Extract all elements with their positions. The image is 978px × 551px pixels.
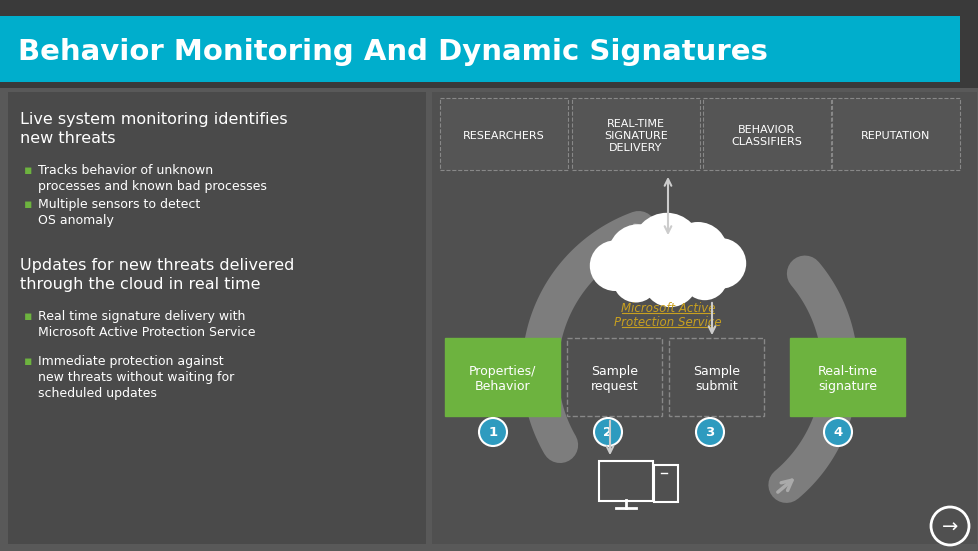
- Text: 1: 1: [488, 426, 497, 439]
- Text: 3: 3: [705, 426, 714, 439]
- Text: ▪: ▪: [24, 310, 32, 323]
- Circle shape: [589, 240, 640, 291]
- Text: REAL-TIME
SIGNATURE
DELIVERY: REAL-TIME SIGNATURE DELIVERY: [603, 120, 667, 153]
- Text: Real time signature delivery with
Microsoft Active Protection Service: Real time signature delivery with Micros…: [38, 310, 255, 339]
- Circle shape: [695, 238, 745, 289]
- Circle shape: [667, 222, 727, 282]
- Text: 4: 4: [832, 426, 842, 439]
- FancyBboxPatch shape: [439, 98, 567, 170]
- Text: Updates for new threats delivered
through the cloud in real time: Updates for new threats delivered throug…: [20, 258, 294, 292]
- Circle shape: [681, 254, 727, 300]
- Text: →: →: [941, 517, 957, 537]
- FancyBboxPatch shape: [0, 0, 978, 88]
- Text: Real-time
signature: Real-time signature: [817, 365, 876, 393]
- Text: Properties/
Behavior: Properties/ Behavior: [468, 365, 536, 393]
- Text: Sample
submit: Sample submit: [692, 365, 739, 393]
- FancyBboxPatch shape: [831, 98, 959, 170]
- Text: Protection Service: Protection Service: [613, 316, 721, 329]
- Text: ▪: ▪: [24, 355, 32, 368]
- FancyBboxPatch shape: [445, 338, 559, 416]
- Circle shape: [823, 418, 851, 446]
- Text: Sample
request: Sample request: [590, 365, 638, 393]
- FancyBboxPatch shape: [702, 98, 830, 170]
- Text: REPUTATION: REPUTATION: [861, 131, 930, 141]
- Circle shape: [632, 213, 700, 282]
- Text: Behavior Monitoring And Dynamic Signatures: Behavior Monitoring And Dynamic Signatur…: [18, 38, 767, 66]
- Text: Immediate protection against
new threats without waiting for
scheduled updates: Immediate protection against new threats…: [38, 355, 234, 400]
- Circle shape: [695, 418, 724, 446]
- Text: BEHAVIOR
CLASSIFIERS: BEHAVIOR CLASSIFIERS: [731, 125, 802, 147]
- Circle shape: [612, 257, 658, 302]
- Circle shape: [642, 252, 697, 307]
- Text: 2: 2: [602, 426, 612, 439]
- Text: ▪: ▪: [24, 198, 32, 211]
- FancyBboxPatch shape: [571, 98, 699, 170]
- Circle shape: [607, 224, 667, 284]
- FancyBboxPatch shape: [0, 16, 959, 82]
- Text: Tracks behavior of unknown
processes and known bad processes: Tracks behavior of unknown processes and…: [38, 164, 267, 193]
- Text: Microsoft Active: Microsoft Active: [620, 302, 715, 315]
- Text: Live system monitoring identifies
new threats: Live system monitoring identifies new th…: [20, 112, 288, 146]
- Text: Multiple sensors to detect
OS anomaly: Multiple sensors to detect OS anomaly: [38, 198, 200, 227]
- FancyBboxPatch shape: [653, 465, 678, 502]
- FancyBboxPatch shape: [8, 92, 425, 544]
- Text: RESEARCHERS: RESEARCHERS: [463, 131, 545, 141]
- FancyBboxPatch shape: [599, 461, 652, 501]
- FancyBboxPatch shape: [789, 338, 904, 416]
- FancyBboxPatch shape: [431, 92, 976, 544]
- Circle shape: [478, 418, 507, 446]
- Circle shape: [594, 418, 621, 446]
- Text: ▪: ▪: [24, 164, 32, 177]
